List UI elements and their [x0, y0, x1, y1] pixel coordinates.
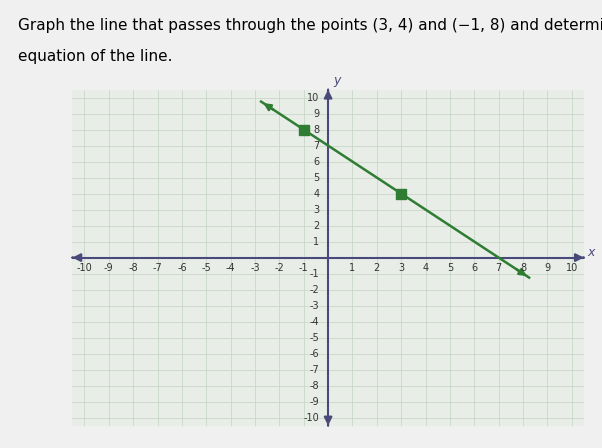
Text: -6: -6 [177, 263, 187, 273]
Text: y: y [333, 74, 340, 87]
Text: -7: -7 [153, 263, 163, 273]
Text: -9: -9 [104, 263, 114, 273]
Text: -7: -7 [310, 365, 320, 375]
Text: -5: -5 [202, 263, 211, 273]
Text: 7: 7 [495, 263, 502, 273]
Text: 3: 3 [314, 205, 320, 215]
Text: -8: -8 [310, 381, 320, 391]
Text: 5: 5 [313, 172, 320, 183]
Text: -3: -3 [310, 301, 320, 310]
Text: -10: -10 [304, 413, 320, 422]
Text: -2: -2 [310, 284, 320, 295]
Text: -5: -5 [310, 332, 320, 343]
Text: -3: -3 [250, 263, 260, 273]
Text: 1: 1 [314, 237, 320, 246]
Text: 4: 4 [314, 189, 320, 198]
Text: -10: -10 [76, 263, 92, 273]
Text: -4: -4 [310, 317, 320, 327]
Text: -9: -9 [310, 396, 320, 407]
Text: 2: 2 [313, 220, 320, 231]
Text: -8: -8 [128, 263, 138, 273]
Text: Graph the line that passes through the points (3, 4) and (−1, 8) and determine t: Graph the line that passes through the p… [18, 18, 602, 33]
Text: x: x [588, 246, 595, 258]
Text: 6: 6 [471, 263, 477, 273]
Text: 9: 9 [314, 108, 320, 119]
Text: 5: 5 [447, 263, 453, 273]
Text: equation of the line.: equation of the line. [18, 49, 173, 64]
Text: 10: 10 [566, 263, 578, 273]
Text: 6: 6 [314, 157, 320, 167]
Text: -1: -1 [299, 263, 309, 273]
Text: -6: -6 [310, 349, 320, 358]
Text: 7: 7 [313, 141, 320, 151]
Text: 3: 3 [398, 263, 405, 273]
Text: 8: 8 [520, 263, 526, 273]
Text: 4: 4 [423, 263, 429, 273]
Text: -2: -2 [275, 263, 284, 273]
Text: 1: 1 [349, 263, 356, 273]
Text: -4: -4 [226, 263, 235, 273]
Text: 10: 10 [307, 93, 320, 103]
Text: -1: -1 [310, 269, 320, 279]
Text: 2: 2 [374, 263, 380, 273]
Text: 8: 8 [314, 125, 320, 134]
Text: 9: 9 [544, 263, 550, 273]
